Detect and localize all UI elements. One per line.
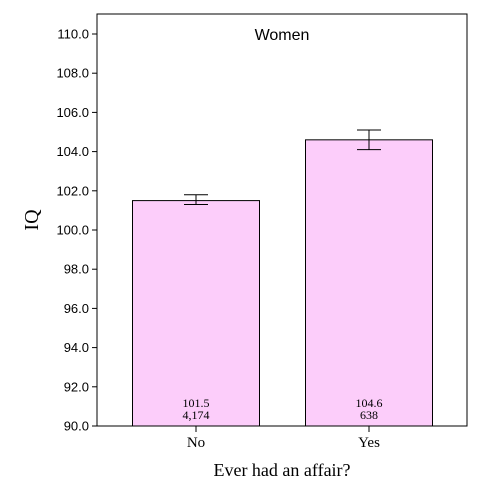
bar-value-label: 101.5: [183, 396, 210, 410]
x-axis: No Yes: [187, 426, 380, 451]
x-tick-label: Yes: [358, 435, 380, 451]
y-tick-label: 98.0: [64, 262, 89, 277]
error-bar: [357, 129, 381, 151]
y-tick-label: 100.0: [56, 223, 89, 238]
bar: [305, 139, 433, 427]
bar-count-label: 638: [360, 408, 378, 422]
y-tick-label: 110.0: [57, 27, 89, 42]
y-tick-label: 94.0: [64, 340, 89, 355]
bar: [132, 200, 260, 427]
x-axis-label: Ever had an affair?: [213, 460, 350, 480]
chart-title: Women: [255, 27, 310, 44]
y-tick-label: 106.0: [56, 105, 89, 120]
y-tick-label: 104.0: [56, 144, 89, 159]
y-tick-label: 92.0: [64, 379, 89, 394]
y-axis: 90.0 92.0 94.0 96.0 98.0 100.0 102.0 104.0 106.0…: [56, 27, 97, 434]
y-tick-label: 90.0: [64, 419, 89, 434]
y-axis-label: IQ: [21, 209, 43, 231]
y-tick-label: 102.0: [56, 183, 89, 198]
bar-value-label: 104.6: [356, 396, 383, 410]
x-tick-label: No: [187, 435, 205, 451]
error-bar: [184, 194, 208, 206]
y-tick-label: 108.0: [56, 66, 89, 81]
y-tick-label: 96.0: [64, 301, 89, 316]
bar-count-label: 4,174: [183, 408, 210, 422]
